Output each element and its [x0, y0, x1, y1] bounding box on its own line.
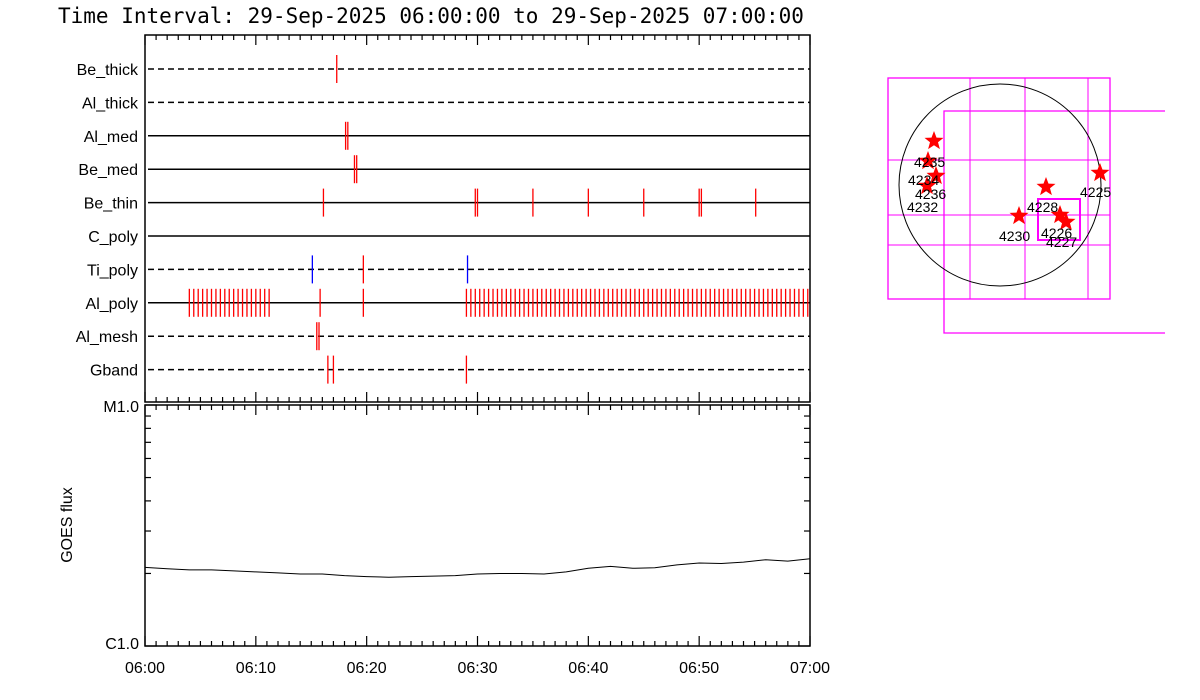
active-region-label: 4235: [914, 154, 945, 170]
x-tick-label: 07:00: [790, 660, 830, 677]
fov-box: [943, 110, 1165, 334]
x-tick-label: 06:30: [457, 660, 497, 677]
active-region-label: 4226: [1041, 225, 1072, 241]
goes-flux-line: [144, 558, 811, 578]
row-label: Gband: [90, 363, 138, 380]
active-region-label: 4236: [915, 186, 946, 202]
active-region-label: 4234: [908, 172, 939, 188]
flare-star-icon: [924, 131, 944, 150]
flare-star-icon: [917, 176, 937, 195]
row-label: Be_thin: [84, 196, 138, 213]
flare-star-icon: [1090, 163, 1110, 182]
timeline-panel: Be_thick Al_thick Al_med Be_med Be_thin C_pol…: [76, 34, 811, 403]
row-label: Al_poly: [86, 296, 138, 313]
row-label: Al_thick: [82, 95, 139, 112]
active-region-label: 4232: [907, 199, 938, 215]
row-label: C_poly: [88, 229, 138, 246]
timeline-frame: [144, 34, 811, 403]
x-tick-label: 06:00: [125, 660, 165, 677]
y-tick-label: C1.0: [105, 636, 139, 653]
row-label: Al_mesh: [76, 329, 138, 346]
goes-panel: M1.0 C1.0 GOES flux 06:00 06:10 06:20 06:30 06:…: [59, 399, 830, 677]
flare-star-icon: [1050, 205, 1070, 224]
active-region-label: 4228: [1027, 199, 1058, 215]
y-tick-label: M1.0: [103, 399, 139, 416]
x-tick-label: 06:50: [679, 660, 719, 677]
row-label: Be_med: [78, 162, 138, 179]
flare-star-icon: [1056, 212, 1076, 231]
goes-frame: [144, 404, 811, 647]
flare-star-icon: [1036, 177, 1056, 196]
flare-star-icon: [926, 166, 946, 185]
solar-disk: [898, 83, 1102, 287]
row-label: Al_med: [84, 129, 138, 146]
flare-star-icon: [1009, 206, 1029, 225]
fov-box: [887, 77, 1111, 300]
flare-star-icon: [918, 151, 938, 170]
fov-box-small: [1037, 198, 1081, 241]
row-label: Ti_poly: [87, 262, 138, 279]
x-tick-label: 06:20: [347, 660, 387, 677]
active-region-label: 4227: [1046, 234, 1077, 250]
y-axis-label: GOES flux: [59, 487, 76, 563]
active-region-label: 4225: [1080, 184, 1111, 200]
row-label: Be_thick: [77, 62, 139, 79]
x-tick-label: 06:10: [236, 660, 276, 677]
active-region-label: 4230: [999, 228, 1030, 244]
page-title: Time Interval: 29-Sep-2025 06:00:00 to 2…: [58, 4, 804, 28]
x-tick-label: 06:40: [568, 660, 608, 677]
